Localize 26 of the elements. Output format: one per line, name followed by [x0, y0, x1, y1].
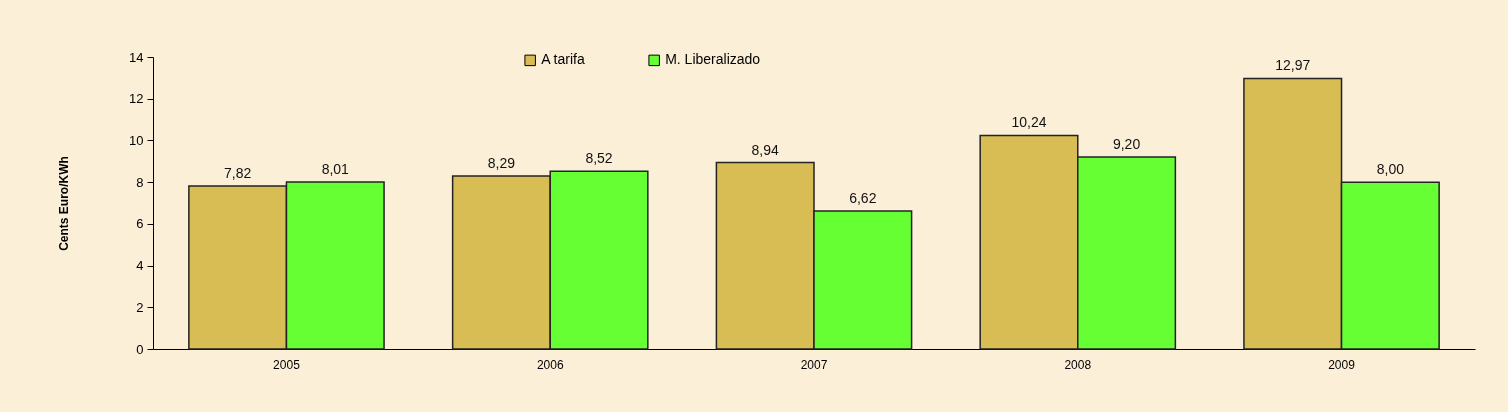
data-label: 8,94 — [751, 141, 780, 158]
data-label: 7,82 — [224, 164, 252, 181]
data-label: 10,24 — [1011, 114, 1047, 131]
legend-label: A tarifa — [541, 51, 585, 68]
y-tick-label: 12 — [129, 91, 144, 107]
legend-label: M. Liberalizado — [665, 51, 761, 68]
data-label: 12,97 — [1275, 57, 1311, 74]
y-tick-label: 10 — [129, 132, 144, 148]
data-label: 9,20 — [1112, 136, 1141, 153]
y-tick-label: 14 — [129, 49, 144, 65]
y-tick-label: 2 — [136, 299, 144, 315]
y-tick-label: 4 — [136, 258, 144, 274]
data-label: 6,62 — [849, 189, 877, 206]
y-tick-label: 6 — [136, 216, 144, 232]
y-tick-label: 8 — [136, 174, 144, 190]
x-tick-label: 2006 — [536, 357, 564, 372]
y-tick-label: 0 — [136, 341, 144, 357]
data-label: 8,52 — [585, 150, 613, 167]
data-label: 8,01 — [321, 160, 350, 177]
data-label: 8,00 — [1376, 161, 1405, 178]
x-tick-label: 2008 — [1064, 357, 1092, 372]
x-tick-label: 2009 — [1328, 357, 1356, 372]
y-axis-title: Cents Euro/KWh — [57, 156, 72, 251]
x-tick-label: 2007 — [800, 357, 828, 372]
data-label: 8,29 — [487, 155, 516, 172]
x-tick-label: 2005 — [273, 357, 301, 372]
